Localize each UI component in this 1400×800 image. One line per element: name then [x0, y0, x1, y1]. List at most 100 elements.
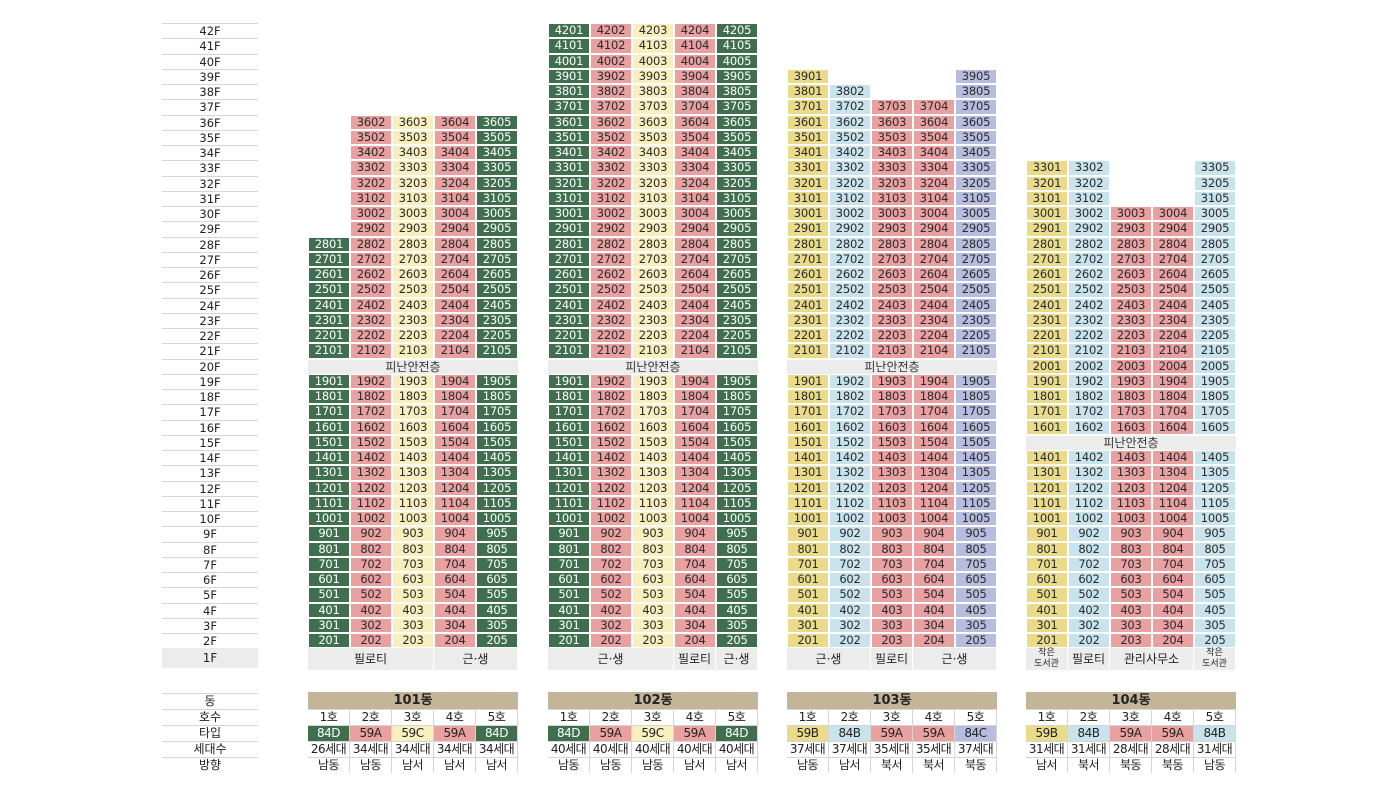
floor-label: 15F [162, 434, 258, 451]
unit-type: 84B [1194, 725, 1236, 741]
unit-cell: 3103 [392, 190, 434, 206]
unit-cell: 2603 [1110, 267, 1152, 283]
unit-cell: 802 [590, 541, 632, 557]
unit-cell: 1704 [674, 404, 716, 420]
unit-cell: 402 [350, 602, 392, 618]
unit-cell: 3202 [1068, 175, 1110, 191]
unit-direction: 남동 [548, 757, 590, 773]
unit-cell: 1803 [871, 389, 913, 405]
unit-direction: 남동 [590, 757, 632, 773]
floor-label: 16F [162, 419, 258, 436]
unit-cell: 2905 [1194, 221, 1236, 237]
unit-cell: 202 [829, 633, 871, 649]
unit-cell: 3001 [1026, 206, 1068, 222]
unit-cell: 2801 [1026, 236, 1068, 252]
unit-cell: 605 [476, 572, 518, 588]
floor-label: 23F [162, 312, 258, 329]
unit-cell: 2504 [1152, 282, 1194, 298]
unit-cell: 3405 [716, 145, 758, 161]
household-count: 31세대 [1068, 741, 1110, 757]
unit-cell: 802 [829, 541, 871, 557]
floor-label: 18F [162, 389, 258, 405]
unit-cell: 3201 [1026, 175, 1068, 191]
unit-cell: 2602 [829, 267, 871, 283]
unit-cell: 1503 [632, 434, 674, 450]
unit-cell: 803 [871, 541, 913, 557]
unit-cell: 3402 [350, 145, 392, 161]
unit-cell: 3404 [674, 145, 716, 161]
unit-cell: 1005 [1194, 511, 1236, 527]
unit-cell: 2404 [434, 297, 476, 313]
unit-cell: 2704 [674, 251, 716, 267]
unit-cell: 1202 [590, 480, 632, 496]
unit-cell: 2503 [632, 282, 674, 298]
unit-cell: 1804 [913, 389, 955, 405]
unit-cell: 1502 [350, 434, 392, 450]
unit-cell: 3205 [476, 175, 518, 191]
unit-cell: 1104 [434, 495, 476, 511]
unit-cell: 4104 [674, 38, 716, 54]
unit-cell: 405 [955, 602, 997, 618]
unit-cell: 801 [1026, 541, 1068, 557]
unit-cell: 4105 [716, 38, 758, 54]
unit-cell: 301 [548, 617, 590, 633]
unit-cell: 1105 [955, 495, 997, 511]
floor-label: 6F [162, 572, 258, 588]
unit-cell: 4202 [590, 23, 632, 39]
unit-number: 5호 [476, 709, 518, 725]
ground-floor-use: 근·생 [787, 648, 871, 670]
unit-cell: 1403 [1110, 450, 1152, 466]
unit-cell: 2202 [1068, 328, 1110, 344]
ground-floor-use: 작은 도서관 [1026, 648, 1068, 670]
unit-cell: 305 [716, 617, 758, 633]
unit-cell: 401 [787, 602, 829, 618]
unit-type: 59A [434, 725, 476, 741]
unit-cell: 604 [674, 572, 716, 588]
unit-cell: 3602 [590, 114, 632, 130]
unit-cell: 3102 [829, 190, 871, 206]
unit-cell: 1202 [1068, 480, 1110, 496]
unit-cell: 1301 [308, 465, 350, 481]
unit-cell: 1504 [674, 434, 716, 450]
unit-cell: 205 [716, 633, 758, 649]
floor-label: 2F [162, 633, 258, 649]
unit-cell: 3203 [632, 175, 674, 191]
unit-cell: 1401 [308, 450, 350, 466]
floor-label: 26F [162, 267, 258, 283]
unit-cell: 3901 [548, 68, 590, 84]
unit-type: 84B [829, 725, 871, 741]
unit-cell: 803 [392, 541, 434, 557]
unit-number: 5호 [716, 709, 758, 725]
unit-cell: 3302 [1068, 160, 1110, 176]
unit-cell: 905 [476, 526, 518, 542]
unit-cell: 1004 [434, 511, 476, 527]
unit-cell: 1301 [787, 465, 829, 481]
unit-cell: 1501 [308, 434, 350, 450]
unit-cell: 1401 [548, 450, 590, 466]
unit-cell: 703 [871, 556, 913, 572]
unit-cell: 502 [829, 587, 871, 603]
unit-cell: 2503 [392, 282, 434, 298]
unit-cell: 505 [955, 587, 997, 603]
unit-cell: 3303 [632, 160, 674, 176]
floor-label: 32F [162, 175, 258, 192]
floor-label: 29F [162, 221, 258, 237]
unit-cell: 1602 [590, 419, 632, 435]
unit-direction: 북동 [1152, 757, 1194, 773]
unit-direction: 남서 [1026, 757, 1068, 773]
unit-cell: 3604 [913, 114, 955, 130]
unit-cell: 2104 [434, 343, 476, 359]
unit-cell: 1004 [913, 511, 955, 527]
unit-cell: 2205 [476, 328, 518, 344]
unit-cell: 501 [1026, 587, 1068, 603]
unit-cell: 1904 [674, 373, 716, 389]
unit-cell: 2505 [955, 282, 997, 298]
unit-cell: 3501 [548, 129, 590, 145]
unit-cell: 1504 [434, 434, 476, 450]
unit-cell: 205 [476, 633, 518, 649]
unit-cell: 1403 [392, 450, 434, 466]
unit-cell: 402 [590, 602, 632, 618]
unit-cell: 1805 [955, 389, 997, 405]
unit-cell: 401 [308, 602, 350, 618]
unit-cell: 3401 [787, 145, 829, 161]
